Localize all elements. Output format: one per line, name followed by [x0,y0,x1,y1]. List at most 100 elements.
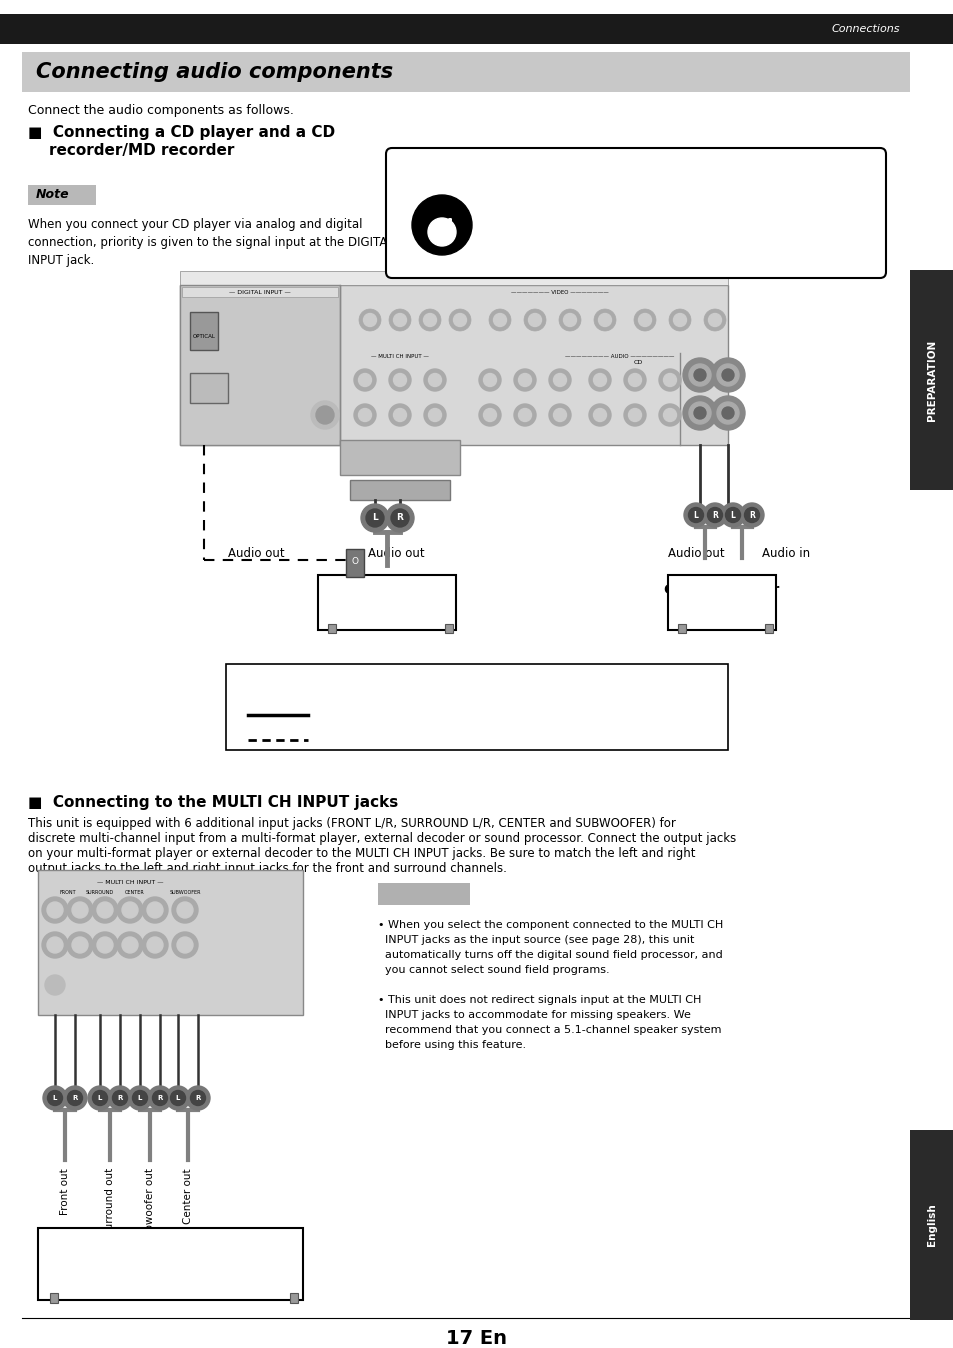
Circle shape [97,937,112,953]
Circle shape [693,369,705,381]
Circle shape [177,902,193,918]
Circle shape [673,314,686,326]
Circle shape [682,396,717,430]
Circle shape [623,369,645,391]
Circle shape [142,896,168,923]
Circle shape [710,359,744,392]
Circle shape [391,510,409,527]
Circle shape [172,931,198,958]
Text: — DIGITAL INPUT —: — DIGITAL INPUT — [229,290,291,294]
Circle shape [358,408,371,422]
Circle shape [67,896,92,923]
Circle shape [528,314,541,326]
Bar [350,480,450,500]
Circle shape [563,314,576,326]
Circle shape [92,1091,108,1105]
Circle shape [548,404,571,426]
Circle shape [662,373,676,387]
Circle shape [147,902,163,918]
Circle shape [743,507,759,523]
Text: Front out: Front out [60,1167,70,1215]
Text: 17 En: 17 En [446,1329,507,1348]
Circle shape [171,1091,185,1105]
Text: CD recorder or
MD recorder: CD recorder or MD recorder [663,584,779,617]
Bar [909,1130,953,1320]
Text: • When you select the component connected to the MULTI CH: • When you select the component connecte… [377,919,722,930]
Circle shape [393,373,406,387]
Bar [190,373,228,403]
Bar [667,576,775,630]
Text: CD player: CD player [349,600,424,613]
Circle shape [358,309,380,332]
Circle shape [47,937,63,953]
Circle shape [166,1086,190,1109]
Bar [22,53,909,92]
Circle shape [688,402,710,425]
Circle shape [122,902,138,918]
Bar [290,1293,297,1304]
FancyBboxPatch shape [386,148,885,278]
Text: R: R [195,1095,200,1101]
Circle shape [707,507,721,523]
Circle shape [360,504,389,532]
Text: Center out: Center out [183,1167,193,1224]
Text: ■  Connecting a CD player and a CD: ■ Connecting a CD player and a CD [28,125,335,140]
Circle shape [177,937,193,953]
Circle shape [108,1086,132,1109]
Circle shape [147,937,163,953]
Circle shape [68,1091,82,1105]
Circle shape [623,404,645,426]
Bar [180,284,727,445]
Circle shape [553,408,566,422]
Circle shape [478,369,500,391]
Circle shape [628,408,640,422]
Text: L: L [52,1095,57,1101]
Circle shape [43,1086,67,1109]
Text: FRONT: FRONT [60,891,76,895]
Circle shape [453,314,466,326]
Circle shape [518,373,531,387]
Circle shape [703,309,725,332]
Text: indicates recommended connections: indicates recommended connections [322,708,553,720]
Text: R: R [748,511,754,519]
Text: Connect the audio components as follows.: Connect the audio components as follows. [28,104,294,117]
Text: Audio out: Audio out [368,547,424,559]
Circle shape [478,404,500,426]
Circle shape [389,404,411,426]
Text: OPTICAL: OPTICAL [193,334,215,340]
Circle shape [668,309,690,332]
Circle shape [363,314,376,326]
Circle shape [740,503,763,527]
Bar [909,270,953,491]
Circle shape [315,406,334,425]
Circle shape [659,404,680,426]
Circle shape [423,314,436,326]
Circle shape [688,507,702,523]
Circle shape [548,369,571,391]
Circle shape [594,309,616,332]
Text: on your multi-format player or external decoder to the MULTI CH INPUT jacks. Be : on your multi-format player or external … [28,847,695,860]
Text: R: R [396,514,403,523]
Bar [38,869,303,1015]
Bar [180,271,727,284]
Text: CD: CD [633,360,642,365]
Text: you cannot select sound field programs.: you cannot select sound field programs. [377,965,609,975]
Circle shape [42,896,68,923]
Circle shape [418,309,440,332]
Text: automatically turns off the digital sound field processor, and: automatically turns off the digital soun… [377,950,722,960]
Text: output jacks to the left and right input jacks for the front and surround channe: output jacks to the left and right input… [28,861,506,875]
Circle shape [148,1086,172,1109]
Circle shape [553,373,566,387]
Text: INPUT jacks to accommodate for missing speakers. We: INPUT jacks to accommodate for missing s… [377,1010,690,1020]
Text: Make sure that this unit and other
components are unplugged from the
AC wall out: Make sure that this unit and other compo… [490,198,720,248]
Bar [190,311,218,350]
Text: external decoder: external decoder [110,1278,230,1291]
Circle shape [702,503,726,527]
Circle shape [45,975,65,995]
Circle shape [638,314,651,326]
Text: INPUT jacks as the input source (see page 28), this unit: INPUT jacks as the input source (see pag… [377,936,694,945]
Text: — MULTI CH INPUT —: — MULTI CH INPUT — [371,355,429,360]
Text: L: L [98,1095,102,1101]
Circle shape [593,373,606,387]
Bar [182,287,337,297]
